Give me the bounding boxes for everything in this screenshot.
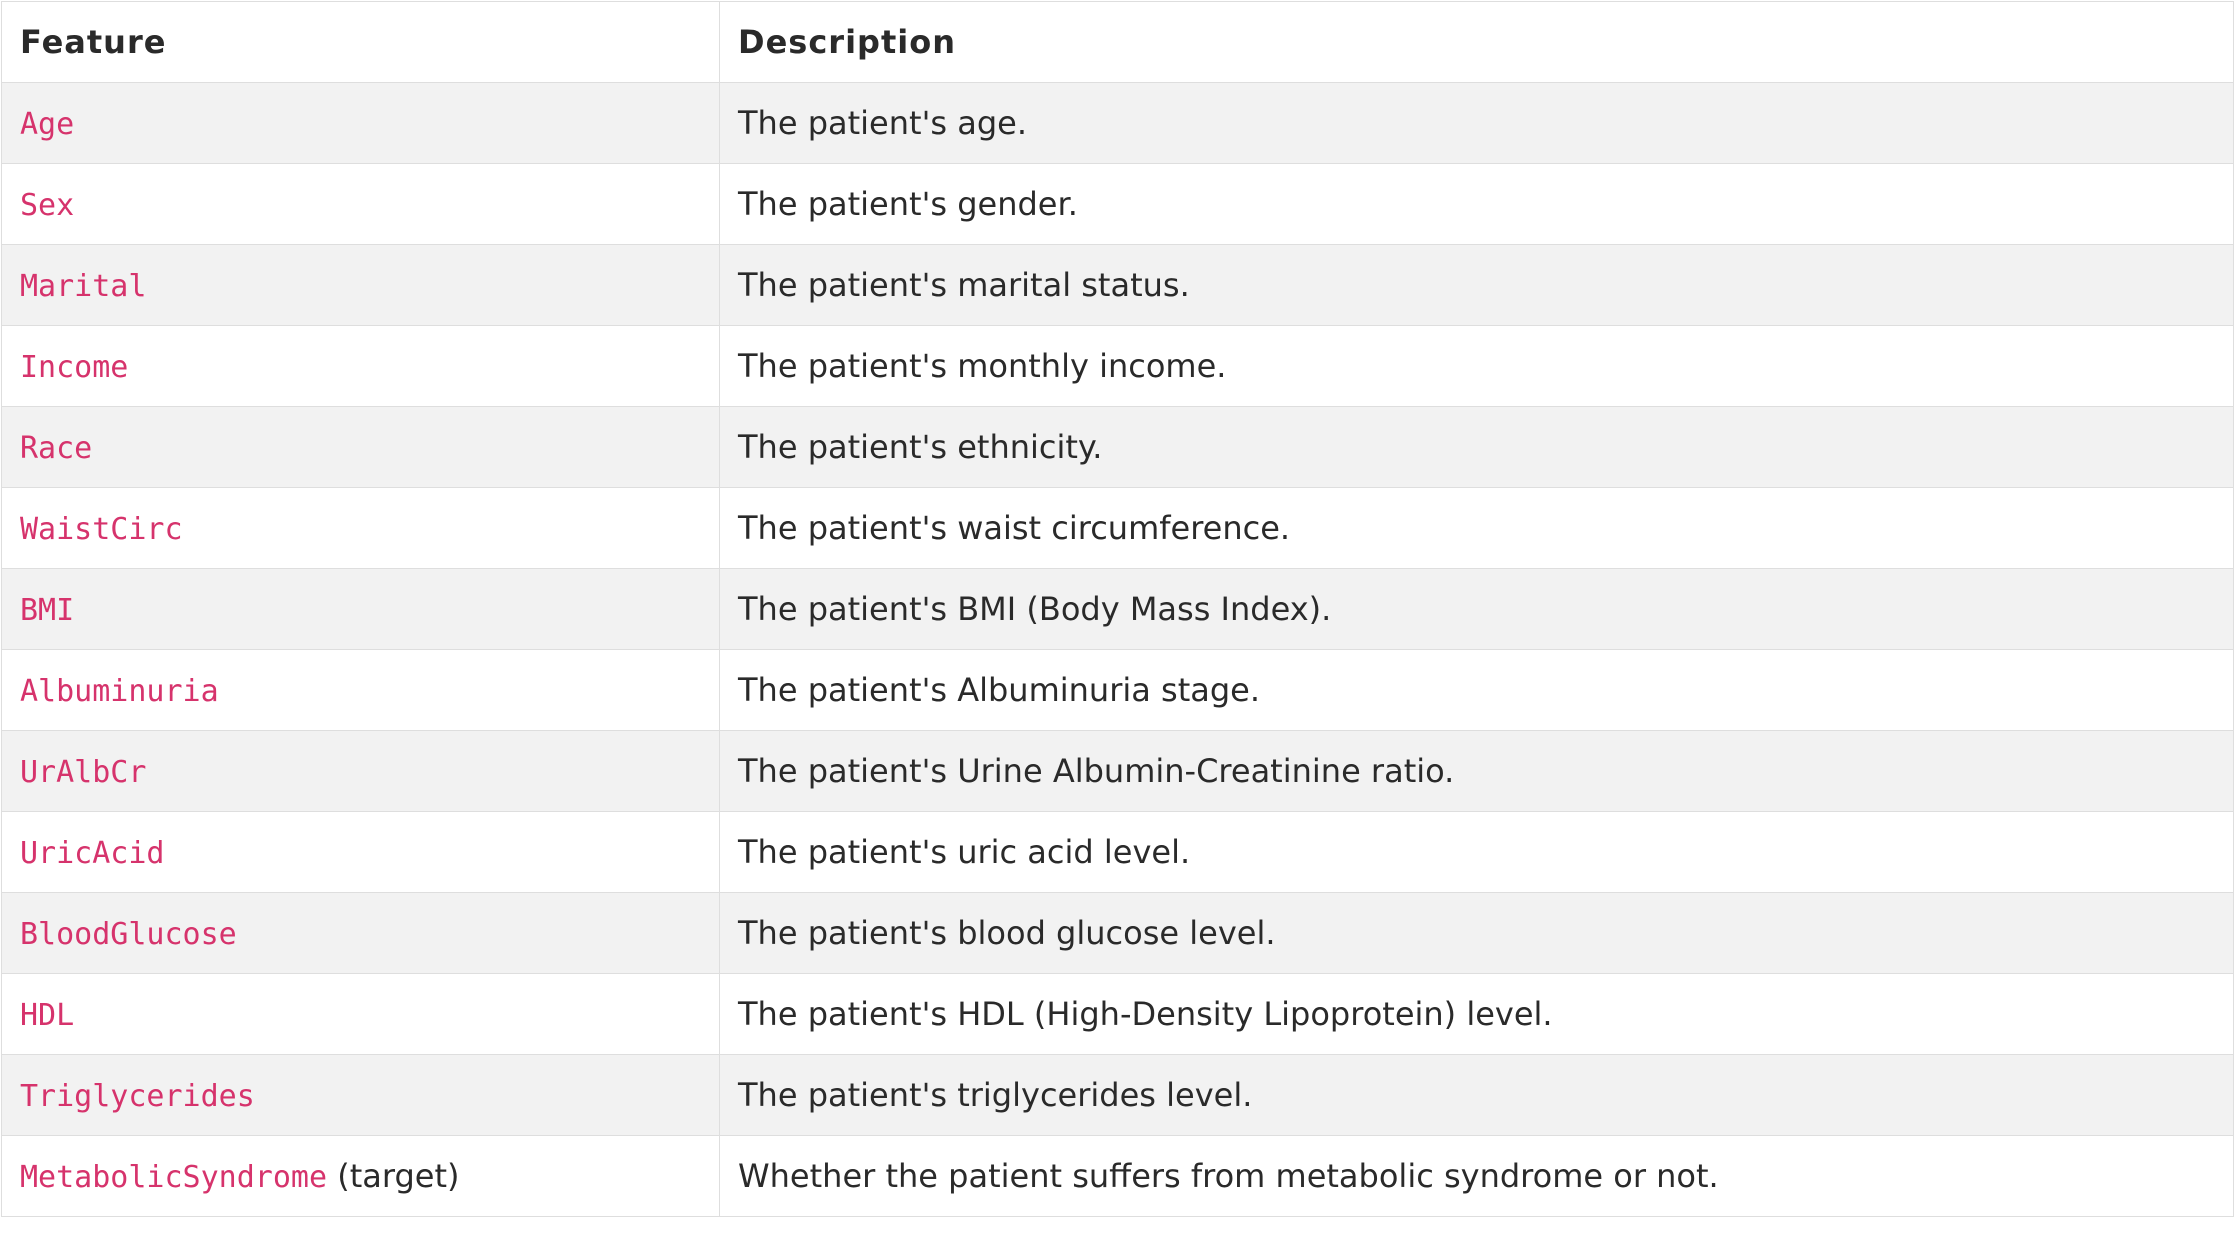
table-row: UricAcid The patient's uric acid level.: [1, 811, 2234, 893]
table-row: WaistCirc The patient's waist circumferen…: [1, 487, 2234, 569]
table-header-row: Feature Description: [1, 1, 2234, 83]
table-row: Sex The patient's gender.: [1, 163, 2234, 245]
feature-cell: BloodGlucose: [1, 892, 720, 974]
description-cell: The patient's monthly income.: [719, 325, 2234, 407]
feature-name-code: Sex: [20, 188, 75, 223]
feature-name-code: UrAlbCr: [20, 755, 147, 790]
description-cell: The patient's marital status.: [719, 244, 2234, 326]
feature-name-code: Marital: [20, 269, 147, 304]
feature-cell: Sex: [1, 163, 720, 245]
table-row: HDL The patient's HDL (High-Density Lipop…: [1, 973, 2234, 1055]
description-cell: The patient's age.: [719, 82, 2234, 164]
table-row: BMI The patient's BMI (Body Mass Index).: [1, 568, 2234, 650]
feature-cell: MetabolicSyndrome (target): [1, 1135, 720, 1217]
feature-cell: Income: [1, 325, 720, 407]
feature-cell: BMI: [1, 568, 720, 650]
description-cell: The patient's ethnicity.: [719, 406, 2234, 488]
feature-cell: UricAcid: [1, 811, 720, 893]
feature-name-code: WaistCirc: [20, 512, 183, 547]
table-row: MetabolicSyndrome (target) Whether the pa…: [1, 1135, 2234, 1217]
feature-column-header: Feature: [1, 1, 720, 83]
feature-cell: Albuminuria: [1, 649, 720, 731]
feature-cell: Race: [1, 406, 720, 488]
feature-cell: Triglycerides: [1, 1054, 720, 1136]
feature-cell: Marital: [1, 244, 720, 326]
feature-name-code: Triglycerides: [20, 1079, 255, 1114]
feature-target-note: (target): [327, 1157, 460, 1195]
table-row: Triglycerides The patient's triglycerides…: [1, 1054, 2234, 1136]
description-cell: The patient's uric acid level.: [719, 811, 2234, 893]
description-cell: The patient's blood glucose level.: [719, 892, 2234, 974]
description-cell: The patient's HDL (High-Density Lipoprot…: [719, 973, 2234, 1055]
feature-cell: HDL: [1, 973, 720, 1055]
description-cell: Whether the patient suffers from metabol…: [719, 1135, 2234, 1217]
feature-name-code: Income: [20, 350, 129, 385]
table-row: Race The patient's ethnicity.: [1, 406, 2234, 488]
table-body: Age The patient's age. Sex The patient's ge…: [1, 82, 2234, 1217]
feature-cell: UrAlbCr: [1, 730, 720, 812]
table-row: Marital The patient's marital status.: [1, 244, 2234, 326]
description-cell: The patient's waist circumference.: [719, 487, 2234, 569]
description-column-header: Description: [719, 1, 2234, 83]
feature-name-code: HDL: [20, 998, 75, 1033]
description-cell: The patient's BMI (Body Mass Index).: [719, 568, 2234, 650]
feature-name-code: Albuminuria: [20, 674, 219, 709]
description-cell: The patient's Urine Albumin-Creatinine r…: [719, 730, 2234, 812]
feature-cell: WaistCirc: [1, 487, 720, 569]
description-cell: The patient's triglycerides level.: [719, 1054, 2234, 1136]
description-cell: The patient's gender.: [719, 163, 2234, 245]
feature-name-code: UricAcid: [20, 836, 165, 871]
feature-name-code: BMI: [20, 593, 75, 628]
description-cell: The patient's Albuminuria stage.: [719, 649, 2234, 731]
table-row: UrAlbCr The patient's Urine Albumin-Creat…: [1, 730, 2234, 812]
feature-name-code: Age: [20, 107, 75, 142]
feature-name-code: Race: [20, 431, 93, 466]
table-row: Age The patient's age.: [1, 82, 2234, 164]
feature-name-code: MetabolicSyndrome: [20, 1160, 328, 1195]
feature-name-code: BloodGlucose: [20, 917, 237, 952]
feature-cell: Age: [1, 82, 720, 164]
table-row: Income The patient's monthly income.: [1, 325, 2234, 407]
table-row: BloodGlucose The patient's blood glucose …: [1, 892, 2234, 974]
table-row: Albuminuria The patient's Albuminuria sta…: [1, 649, 2234, 731]
